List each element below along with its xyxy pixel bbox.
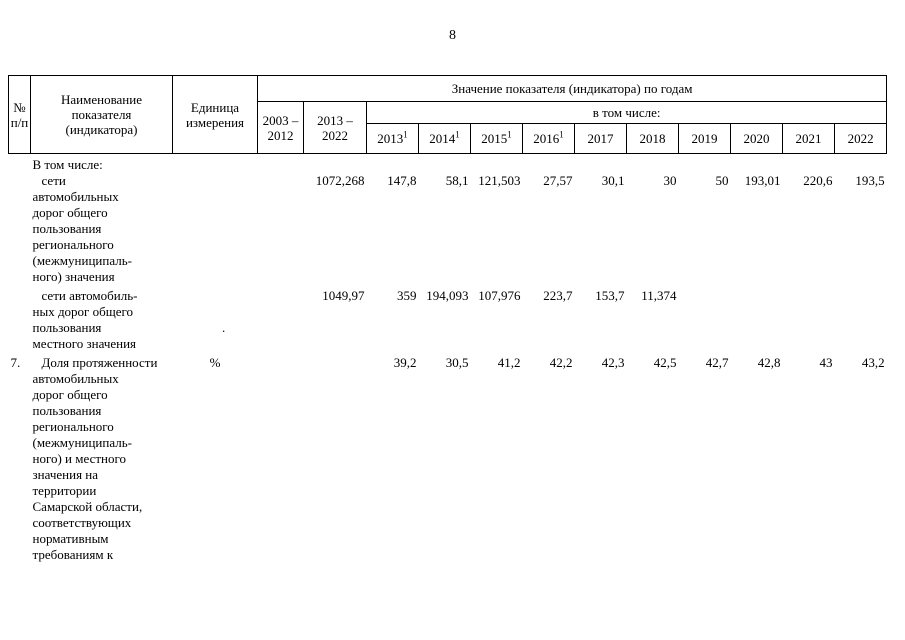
value-2017-cell: 153,7	[595, 288, 625, 303]
year-label: 2015	[481, 131, 508, 146]
indicator-name-text: сети автомобиль- ных дорог общего пользо…	[32, 288, 138, 351]
value-2013-2022-cell	[304, 352, 367, 563]
year-footnote-marker: 1	[507, 129, 512, 140]
value-2003-2012-cell	[258, 285, 304, 352]
page-number: 8	[449, 28, 456, 43]
value-2013-cell: 39,2	[393, 355, 417, 370]
col-header-num-label: № п/п	[10, 99, 29, 130]
value-2014-cell: 194,093	[426, 288, 469, 303]
col-header-indicator-name-label: Наименование показателя (индикатора)	[61, 92, 142, 137]
value-2017-cell: 42,3	[601, 355, 625, 370]
col-header-unit: Единица измерения	[172, 75, 258, 154]
table-body: В том числе: сети автомобильных дорог об…	[9, 154, 887, 564]
year-label: 2013	[377, 131, 404, 146]
col-header-range-2003-2012: 2003 – 2012	[257, 101, 304, 154]
value-2019-cell	[679, 285, 731, 352]
year-header-2021: 2021	[782, 123, 835, 154]
row-number-cell	[9, 285, 31, 352]
indicator-values-table: № п/п Наименование показателя (индикатор…	[8, 75, 888, 564]
value-2003-2012-cell	[258, 352, 304, 563]
indicator-name-cell: Доля протяженности автомобильных дорог о…	[31, 352, 173, 563]
value-2022-cell	[835, 285, 887, 352]
col-header-values-by-year: Значение показателя (индикатора) по года…	[256, 75, 888, 102]
year-label: 2021	[795, 131, 822, 146]
year-label: 2020	[743, 131, 770, 146]
value-2003-2012-cell	[258, 154, 304, 286]
header-row-2: 2003 – 2012 2013 – 2022 в том числе:	[9, 101, 888, 154]
row-number-cell: 7.	[10, 355, 21, 370]
table-header: № п/п Наименование показателя (индикатор…	[8, 75, 888, 154]
year-label: 2016	[533, 131, 560, 146]
indicator-name-text: сети автомобильных дорог общего пользова…	[32, 173, 132, 284]
value-2022-cell: 43,2	[861, 355, 885, 370]
unit-cell: %	[209, 355, 221, 370]
value-2020-cell: 42,8	[757, 355, 781, 370]
header-row-1: № п/п Наименование показателя (индикатор…	[8, 75, 888, 154]
col-header-unit-label: Единица измерения	[185, 99, 245, 130]
value-2020-cell	[731, 285, 783, 352]
year-footnote-marker: 1	[559, 129, 564, 140]
scan-artifact-dot: .	[222, 320, 226, 335]
year-header-2020: 2020	[730, 123, 783, 154]
value-2016-cell: 42,2	[549, 355, 573, 370]
table-row-regional-roads: В том числе: сети автомобильных дорог об…	[9, 154, 887, 286]
row-number-cell	[9, 154, 31, 286]
unit-cell	[173, 154, 258, 286]
indicator-name-cell: В том числе: сети автомобильных дорог об…	[31, 154, 173, 286]
value-2013-2022-cell: 1049,97	[322, 288, 365, 303]
year-header-2022: 2022	[833, 123, 888, 154]
table-row-indicator-7: 7. Доля протяженности автомобильных доро…	[9, 352, 887, 563]
col-header-range-2013-2022: 2013 – 2022	[303, 101, 367, 154]
value-2021-cell: 43	[819, 355, 833, 370]
year-label: 2014	[429, 131, 456, 146]
value-2015-cell: 41,2	[497, 355, 521, 370]
year-label: 2019	[691, 131, 718, 146]
indicator-name-text: Доля протяженности автомобильных дорог о…	[32, 355, 158, 562]
value-2018-cell: 11,374	[641, 288, 677, 303]
value-2018-cell: 42,5	[653, 355, 677, 370]
year-header-2019: 2019	[678, 123, 731, 154]
value-2021-cell: 220,6	[803, 173, 833, 188]
year-footnote-marker: 1	[455, 129, 460, 140]
year-header-2014: 20141	[418, 123, 471, 154]
year-label: 2022	[847, 131, 874, 146]
table-row-local-roads: сети автомобиль- ных дорог общего пользо…	[9, 285, 887, 352]
value-2018-cell: 30	[663, 173, 677, 188]
value-2017-cell: 30,1	[601, 173, 625, 188]
year-header-2017: 2017	[574, 123, 627, 154]
year-label: 2017	[587, 131, 614, 146]
range-2013-2022-label: 2013 – 2022	[317, 112, 353, 143]
value-2020-cell: 193,01	[744, 173, 781, 188]
year-header-2013: 20131	[366, 123, 419, 154]
year-header-2018: 2018	[626, 123, 679, 154]
value-2015-cell: 121,503	[478, 173, 521, 188]
value-2015-cell: 107,976	[478, 288, 521, 303]
value-2013-cell: 359	[397, 288, 417, 303]
header-row-3: 20131 20141 20151 20161 2017 2018 2019 2…	[9, 123, 888, 154]
value-2016-cell: 223,7	[543, 288, 573, 303]
value-2013-cell: 147,8	[387, 173, 417, 188]
value-2014-cell: 30,5	[445, 355, 469, 370]
range-2003-2012-label: 2003 – 2012	[262, 112, 299, 143]
col-header-num: № п/п	[8, 75, 31, 154]
year-header-2015: 20151	[470, 123, 523, 154]
value-2019-cell: 42,7	[705, 355, 729, 370]
value-2016-cell: 27,57	[543, 173, 573, 188]
value-2021-cell	[783, 285, 835, 352]
year-header-2016: 20161	[522, 123, 575, 154]
unit-cell	[173, 285, 258, 352]
value-2013-2022-cell: 1072,268	[315, 173, 365, 188]
value-2019-cell: 50	[715, 173, 729, 188]
indicator-name-cell: сети автомобиль- ных дорог общего пользо…	[31, 285, 173, 352]
col-header-including: в том числе:	[365, 101, 888, 124]
col-header-indicator-name: Наименование показателя (индикатора)	[30, 75, 173, 154]
year-label: 2018	[639, 131, 666, 146]
value-2014-cell: 58,1	[445, 173, 469, 188]
indicator-name-intro: В том числе:	[32, 157, 103, 172]
value-2022-cell: 193,5	[855, 173, 885, 188]
year-footnote-marker: 1	[403, 129, 408, 140]
